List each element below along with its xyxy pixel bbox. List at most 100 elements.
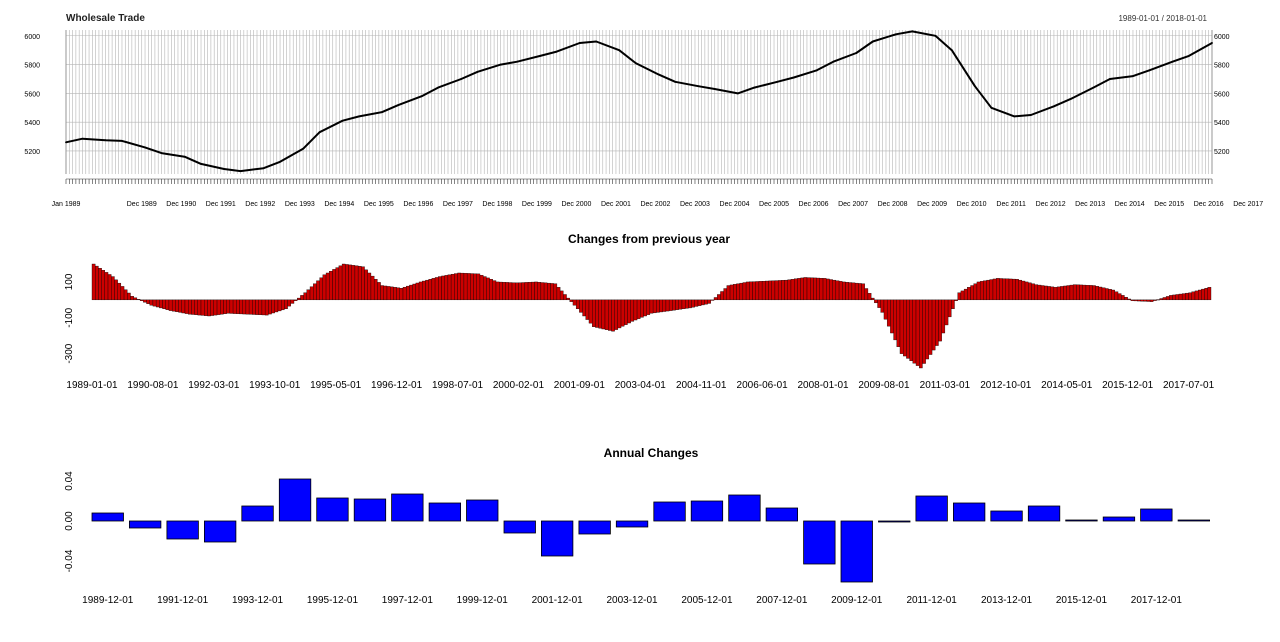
bar: [188, 299, 192, 315]
bar: [553, 283, 558, 301]
bar: [241, 505, 274, 522]
bar: [967, 287, 971, 301]
bar: [624, 299, 628, 325]
bar: [136, 299, 141, 301]
bar: [765, 280, 769, 301]
bar: [1204, 288, 1208, 301]
bar: [739, 282, 744, 301]
bar: [1159, 298, 1164, 301]
data-point: [911, 30, 914, 33]
bar: [149, 299, 154, 306]
data-point: [871, 40, 874, 43]
x-tick-label: Dec 2014: [1115, 201, 1145, 208]
bar: [511, 282, 516, 301]
y-tick-label-left: 6000: [24, 34, 40, 41]
bar: [341, 263, 346, 301]
bar: [953, 502, 986, 522]
panel1-title: Wholesale Trade: [66, 13, 145, 24]
bar: [883, 299, 888, 320]
bar: [123, 289, 128, 301]
x-tick-label: Dec 2016: [1194, 201, 1224, 208]
bar: [543, 282, 548, 301]
bar: [806, 277, 811, 301]
bar: [518, 282, 522, 301]
x-tick-label: 2015-12-01: [1056, 595, 1108, 606]
data-point: [674, 80, 677, 83]
data-point: [950, 49, 953, 52]
data-point: [460, 78, 463, 80]
bar: [181, 299, 186, 314]
y-tick-label-right: 5600: [1214, 91, 1230, 98]
bar: [992, 278, 997, 301]
bar: [1095, 286, 1099, 301]
bar: [91, 512, 124, 522]
panel1-axes: 5200 5200 5400 5400 5600 5600 5800 5800 6000 6000…: [24, 30, 1263, 208]
bar: [515, 282, 519, 301]
bar: [210, 299, 215, 316]
x-tick-label: 2014-05-01: [1041, 380, 1093, 391]
data-point: [555, 50, 558, 53]
bar: [255, 299, 259, 315]
bar: [91, 263, 96, 301]
bar: [402, 286, 407, 301]
bar: [335, 267, 340, 301]
bar: [98, 268, 102, 301]
bar: [303, 292, 308, 301]
bar: [524, 282, 529, 301]
bar: [499, 281, 503, 301]
bar: [784, 279, 788, 301]
bar: [348, 264, 352, 301]
bar: [707, 299, 711, 304]
x-tick-label: Dec 1991: [206, 201, 236, 208]
data-point: [144, 146, 146, 149]
bar: [422, 280, 426, 301]
y-tick-label-left: 5600: [24, 91, 40, 98]
bar: [143, 299, 147, 303]
x-tick-label: Dec 1989: [127, 201, 157, 208]
bar: [1005, 278, 1010, 301]
data-point: [934, 34, 937, 37]
bar: [797, 278, 801, 301]
x-tick-label: 1997-12-01: [382, 595, 434, 606]
bar: [457, 272, 461, 301]
data-point: [397, 103, 400, 106]
y-tick-label-left: 5200: [24, 149, 40, 156]
bar: [1201, 288, 1205, 301]
bar: [864, 288, 869, 301]
bar: [1140, 299, 1144, 302]
bar: [287, 299, 291, 307]
bar: [781, 280, 785, 301]
changes-previous-year-panel: Changes from previous year -300 -100 100 19…: [64, 232, 1215, 391]
x-tick-label: Dec 1990: [166, 201, 196, 208]
bar: [1121, 295, 1125, 301]
bar: [1002, 278, 1006, 301]
bar: [322, 274, 327, 301]
bar: [1066, 285, 1071, 301]
bar: [1185, 292, 1189, 301]
bar: [810, 277, 814, 301]
bar: [598, 299, 602, 329]
bar: [915, 495, 948, 522]
bar: [293, 299, 298, 301]
bar: [729, 284, 734, 301]
bar: [572, 299, 577, 306]
bar: [104, 272, 109, 301]
bar: [447, 274, 452, 301]
y-tick-label: -0.04: [64, 549, 75, 572]
x-tick-label: 1995-12-01: [307, 595, 359, 606]
panel3-title: Annual Changes: [604, 446, 699, 460]
bar: [1111, 289, 1115, 301]
bar: [271, 299, 275, 314]
bar: [899, 299, 904, 354]
bar: [239, 299, 243, 315]
x-tick-label: 1993-10-01: [249, 380, 301, 391]
bar: [377, 282, 381, 301]
bar: [460, 272, 465, 301]
bar: [893, 299, 897, 341]
bar: [835, 280, 840, 301]
bar: [114, 279, 118, 301]
bar: [1079, 284, 1083, 301]
data-point: [1188, 55, 1190, 57]
